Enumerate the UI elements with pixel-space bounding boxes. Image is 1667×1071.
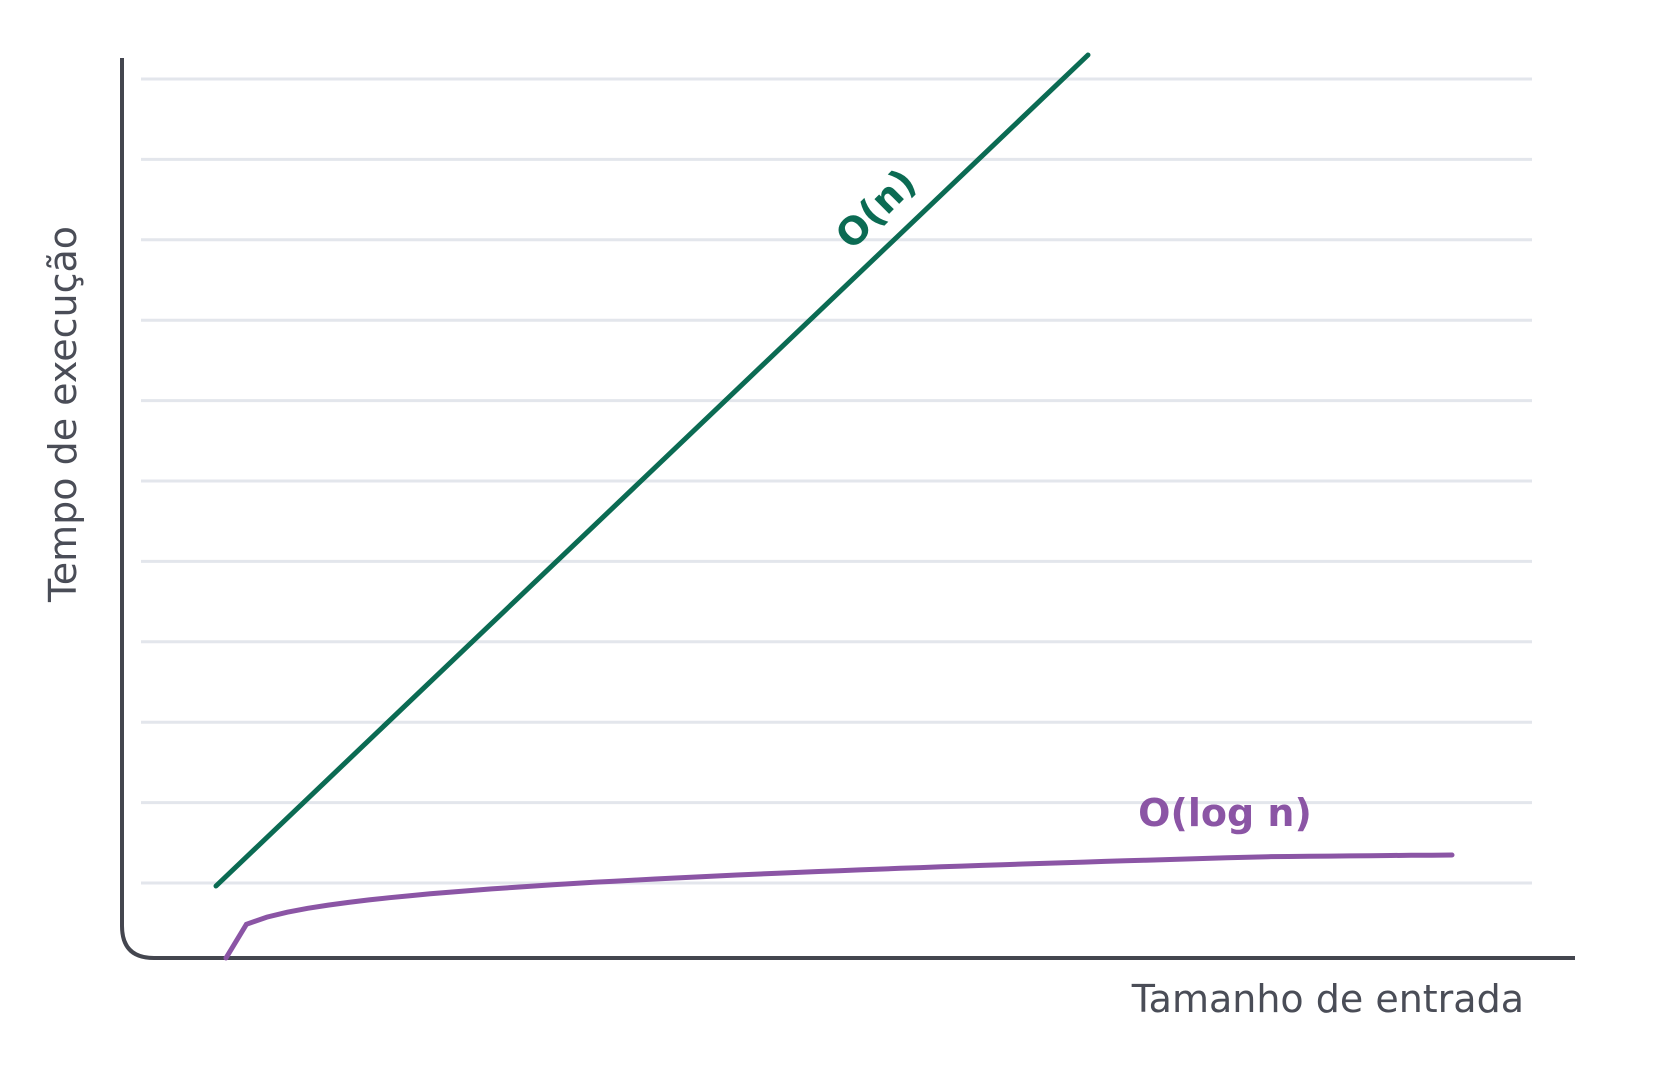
y-axis-label: Tempo de execução	[41, 226, 85, 603]
series-line-o-log-n	[223, 852, 1455, 961]
grid-lines	[141, 77, 1532, 885]
series-line-o-n	[213, 52, 1091, 889]
x-axis-label: Tamanho de entrada	[1131, 977, 1524, 1021]
series-label-o-log-n: O(log n)	[1138, 791, 1312, 835]
axes	[120, 58, 1575, 960]
series-label-o-n: O(n)	[827, 160, 925, 258]
